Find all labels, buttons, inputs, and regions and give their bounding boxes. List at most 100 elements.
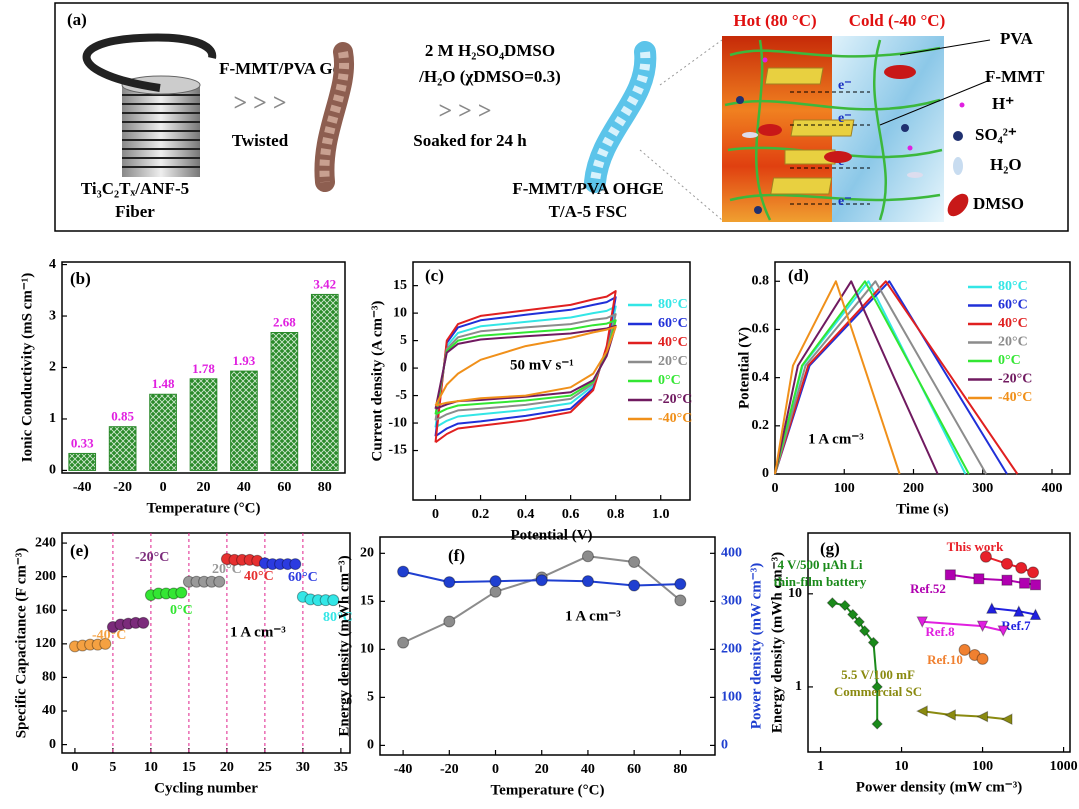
y-axis-label: Potential (V) bbox=[736, 327, 752, 409]
pointer bbox=[899, 39, 991, 56]
x-tick-label: 0 bbox=[71, 760, 78, 775]
step-label: Fiber bbox=[115, 202, 155, 221]
annotation: 1 A cm⁻³ bbox=[565, 608, 621, 624]
legend-label: -40°C bbox=[658, 411, 692, 426]
series-label: -40°C bbox=[92, 628, 126, 643]
y2-tick-label: 300 bbox=[721, 594, 742, 609]
x-tick-label: 80 bbox=[318, 480, 332, 495]
legend-label: -20°C bbox=[658, 392, 692, 407]
legend-label: 0°C bbox=[998, 353, 1021, 368]
plot-frame bbox=[807, 532, 1071, 753]
marker bbox=[1000, 713, 1013, 726]
y2-tick-label: 100 bbox=[721, 690, 742, 705]
panel-title: (b) bbox=[70, 269, 91, 288]
hot-label: Hot (80 °C) bbox=[733, 11, 816, 30]
marker bbox=[1019, 577, 1031, 589]
series-line bbox=[922, 710, 1008, 721]
marker bbox=[674, 594, 687, 607]
y-tick-label: 0.2 bbox=[752, 418, 770, 433]
plot-frame bbox=[61, 532, 351, 754]
x-tick-label: 15 bbox=[182, 760, 196, 775]
marker bbox=[916, 705, 928, 717]
x-tick-label: 35 bbox=[334, 760, 348, 775]
electron-paths bbox=[790, 91, 870, 205]
marker bbox=[973, 573, 985, 585]
pointer bbox=[879, 79, 991, 126]
legend-label: 0°C bbox=[658, 373, 681, 388]
series-label: 40°C bbox=[244, 569, 274, 584]
x-tick-label: 30 bbox=[296, 760, 310, 775]
value-label: 1.48 bbox=[152, 376, 175, 391]
series-line bbox=[434, 319, 617, 416]
y-tick-label: 10 bbox=[788, 586, 802, 601]
step-label: Soaked for 24 h bbox=[413, 131, 527, 150]
legend-icon bbox=[959, 102, 965, 108]
y-tick-label: 4 bbox=[49, 257, 56, 272]
marker bbox=[327, 594, 340, 607]
y-tick-label: 160 bbox=[35, 602, 56, 617]
bar bbox=[189, 378, 218, 471]
marker bbox=[976, 652, 989, 665]
x-tick-label: 20 bbox=[535, 762, 549, 777]
legend-label: 20°C bbox=[998, 335, 1028, 350]
marker bbox=[443, 615, 456, 628]
coil bbox=[82, 33, 217, 177]
marker bbox=[1029, 608, 1042, 620]
step-label: Ti₃C₂Tₓ/ANF-5 bbox=[81, 179, 189, 198]
coil-windings bbox=[122, 94, 200, 168]
x-tick-label: 5 bbox=[109, 760, 116, 775]
marker bbox=[853, 616, 865, 628]
y-tick-label: 0.8 bbox=[752, 273, 770, 288]
series-label: -20°C bbox=[135, 550, 169, 565]
legend-icon bbox=[953, 131, 963, 141]
legend-text: H⁺ bbox=[992, 94, 1014, 113]
y-tick-label: 2 bbox=[49, 360, 56, 375]
x-tick-label: 10 bbox=[895, 759, 909, 774]
x-axis-label: Temperature (°C) bbox=[147, 500, 261, 516]
marker bbox=[1029, 579, 1041, 591]
y-tick-label: 15 bbox=[393, 278, 407, 293]
y-tick-label: -10 bbox=[388, 415, 407, 430]
panel: 1 10 1 10 100 1000 (g) Power density (mW cm⁻³) E… bbox=[769, 532, 1078, 795]
marker bbox=[489, 585, 502, 598]
series-label: 5.5 V/100 mF Commercial SC bbox=[833, 667, 923, 699]
panel-label: (a) bbox=[67, 10, 87, 29]
legend-text: PVA bbox=[1000, 29, 1033, 48]
y-axis-label: Energy density (mWh cm⁻³) bbox=[769, 552, 785, 733]
marker bbox=[397, 565, 410, 578]
step-label: T/A-5 FSC bbox=[549, 202, 628, 221]
y-axis-label: Ionic Conductivity (mS cm⁻¹) bbox=[19, 273, 35, 463]
series-line bbox=[434, 324, 617, 410]
legend-label: 40°C bbox=[998, 316, 1028, 331]
marker bbox=[535, 574, 548, 587]
x-tick-label: -20 bbox=[440, 762, 459, 777]
legend-label: 40°C bbox=[658, 335, 688, 350]
series-line bbox=[434, 290, 617, 444]
bar bbox=[230, 370, 258, 471]
series-label: Ref.8 bbox=[925, 624, 955, 639]
x-tick-label: -20 bbox=[113, 480, 132, 495]
panel-title: (f) bbox=[448, 546, 465, 565]
x-axis-label: Temperature (°C) bbox=[491, 782, 605, 798]
step-label: Twisted bbox=[232, 131, 289, 150]
step-arrows: > > > bbox=[233, 91, 286, 117]
series-label-box: This work bbox=[947, 539, 1004, 554]
x-tick-label: 60 bbox=[627, 762, 641, 777]
marker bbox=[839, 599, 851, 612]
value-label: 3.42 bbox=[313, 276, 336, 291]
marker bbox=[976, 710, 989, 723]
step-label: 2 M H₂SO₄DMSO bbox=[425, 41, 555, 60]
annotation: 1 A cm⁻³ bbox=[230, 624, 286, 640]
x-tick-label: 0 bbox=[160, 480, 167, 495]
y-tick-label: 0 bbox=[49, 737, 56, 752]
marker bbox=[628, 555, 641, 568]
marker bbox=[916, 616, 929, 628]
x-axis-label: Time (s) bbox=[896, 501, 949, 517]
legend-icon bbox=[953, 157, 963, 175]
series-label-box: Ref.8 bbox=[925, 624, 955, 639]
marker bbox=[858, 625, 871, 637]
marker bbox=[826, 597, 839, 609]
y-tick-label: 80 bbox=[42, 670, 56, 685]
plot-frame bbox=[379, 536, 716, 756]
